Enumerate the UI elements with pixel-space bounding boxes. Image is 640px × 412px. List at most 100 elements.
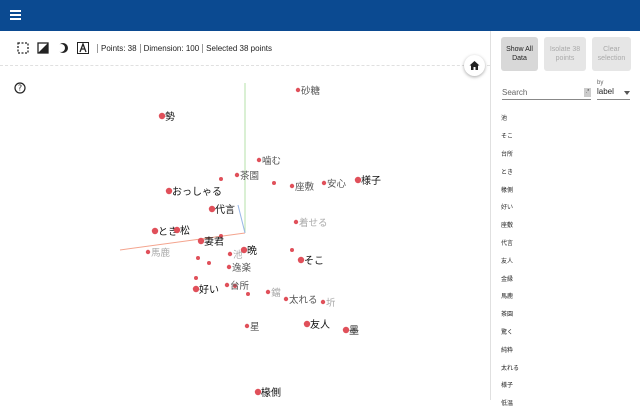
point-label: 友人 xyxy=(310,318,330,331)
clear-selection-button[interactable]: Clear selection xyxy=(592,37,631,71)
embedding-plot[interactable]: 砂糖勢噛む茶園座敷 安心 様子おっしゃる代言着せるとき 松妻君馬鹿 池晩そこ逸楽好い 台所… xyxy=(0,31,490,400)
list-item[interactable]: 好い xyxy=(501,205,514,212)
point-label: 茶園 xyxy=(240,170,259,182)
point-label: 勢 xyxy=(165,110,175,123)
data-point[interactable] xyxy=(219,177,223,181)
list-item[interactable]: 座敷 xyxy=(501,223,514,230)
list-item[interactable]: 純粋 xyxy=(501,347,514,354)
point-label: 太れる xyxy=(289,294,318,306)
home-icon xyxy=(469,61,480,70)
data-point[interactable] xyxy=(265,289,271,295)
data-point[interactable] xyxy=(254,388,262,396)
list-item[interactable]: 台所 xyxy=(501,151,514,158)
point-label: 砂糖 xyxy=(301,85,321,97)
point-label: 好い xyxy=(199,284,219,296)
data-point[interactable] xyxy=(234,172,240,178)
list-item[interactable]: 友人 xyxy=(501,258,514,265)
point-label: そこ xyxy=(304,255,324,267)
data-point[interactable] xyxy=(246,292,250,296)
toolbar: Points: 38 Dimension: 100 Selected 38 po… xyxy=(0,31,490,66)
data-point[interactable] xyxy=(145,249,151,255)
point-label: 妻君 xyxy=(204,235,224,248)
point-label: 着せる xyxy=(299,217,328,229)
data-point[interactable] xyxy=(293,219,299,225)
data-point[interactable] xyxy=(272,181,276,185)
label-by-select[interactable]: label xyxy=(597,87,630,100)
data-point[interactable] xyxy=(219,234,223,238)
list-item[interactable]: 金縁 xyxy=(501,276,514,283)
data-point[interactable] xyxy=(321,180,327,186)
x-axis-line xyxy=(119,232,246,251)
list-item[interactable]: 代言 xyxy=(501,240,514,247)
list-item[interactable]: 様子 xyxy=(501,383,514,390)
data-point[interactable] xyxy=(227,251,233,257)
night-mode-icon[interactable] xyxy=(37,42,49,54)
contrast-moon-icon[interactable] xyxy=(57,42,69,54)
point-label: 墨 xyxy=(349,325,359,337)
point-label: 圻 xyxy=(326,297,336,309)
data-point[interactable] xyxy=(297,256,305,264)
data-point[interactable] xyxy=(151,227,159,235)
label-toggle-icon[interactable] xyxy=(77,42,89,54)
point-label: 星 xyxy=(250,322,260,333)
select-rectangle-icon[interactable] xyxy=(17,42,29,54)
data-point[interactable] xyxy=(240,246,248,254)
dropdown-caret-icon xyxy=(624,91,630,95)
point-label: 池 xyxy=(233,249,243,261)
data-point[interactable] xyxy=(226,264,232,270)
point-label: 松 xyxy=(180,224,190,237)
list-item[interactable]: 太れる xyxy=(501,365,520,372)
list-item[interactable]: そこ xyxy=(501,134,514,141)
data-point[interactable] xyxy=(290,248,294,252)
point-label: 座敷 xyxy=(295,181,315,193)
list-item[interactable]: 驚く xyxy=(501,329,514,336)
data-point[interactable] xyxy=(354,176,362,184)
point-label: 椽側 xyxy=(261,386,281,399)
data-point[interactable] xyxy=(256,157,262,163)
menu-icon[interactable] xyxy=(10,10,21,20)
isolate-points-button[interactable]: Isolate 38 points xyxy=(544,37,586,71)
list-item[interactable]: 低温 xyxy=(501,401,514,408)
list-item[interactable]: 椽側 xyxy=(501,187,514,194)
data-point[interactable] xyxy=(194,276,198,280)
list-item[interactable]: とき xyxy=(501,169,514,176)
selected-count: Selected 38 points xyxy=(202,44,275,53)
data-point[interactable] xyxy=(283,296,289,302)
data-point[interactable] xyxy=(244,323,250,329)
data-point[interactable] xyxy=(165,187,173,195)
point-label: 鐺 xyxy=(271,287,281,299)
search-input[interactable]: Search .* xyxy=(502,86,591,100)
help-icon[interactable]: ? xyxy=(14,81,26,94)
search-placeholder: Search xyxy=(502,88,528,97)
data-point[interactable] xyxy=(320,299,326,305)
list-item[interactable]: 池 xyxy=(501,116,508,123)
point-label: おっしゃる xyxy=(172,186,222,198)
data-point[interactable] xyxy=(295,87,301,93)
data-point[interactable] xyxy=(233,284,237,288)
data-point[interactable] xyxy=(303,320,311,328)
point-label: 代言 xyxy=(215,203,235,216)
list-item[interactable]: 馬鹿 xyxy=(501,294,514,301)
inspector-panel: Show All Data Isolate 38 points Clear se… xyxy=(490,31,640,407)
data-point[interactable] xyxy=(224,282,230,288)
list-item[interactable]: 茶園 xyxy=(501,312,514,319)
data-point[interactable] xyxy=(342,326,350,334)
points-count: Points: 38 xyxy=(97,44,140,53)
svg-text:?: ? xyxy=(18,84,22,93)
reset-view-button[interactable] xyxy=(464,55,485,76)
data-point[interactable] xyxy=(192,285,200,293)
data-point[interactable] xyxy=(158,112,166,120)
data-point[interactable] xyxy=(197,237,205,245)
data-point[interactable] xyxy=(208,205,216,213)
show-all-data-button[interactable]: Show All Data xyxy=(501,37,538,71)
top-app-bar xyxy=(0,0,640,31)
data-point[interactable] xyxy=(207,261,211,265)
dimension-count: Dimension: 100 xyxy=(139,44,203,53)
stats-readout: Points: 38 Dimension: 100 Selected 38 po… xyxy=(97,44,275,53)
regex-toggle[interactable]: .* xyxy=(584,88,591,97)
point-label: 晩 xyxy=(247,245,257,257)
data-point[interactable] xyxy=(289,183,295,189)
point-label: とき xyxy=(158,226,178,238)
data-point[interactable] xyxy=(173,226,181,234)
data-point[interactable] xyxy=(196,256,200,260)
